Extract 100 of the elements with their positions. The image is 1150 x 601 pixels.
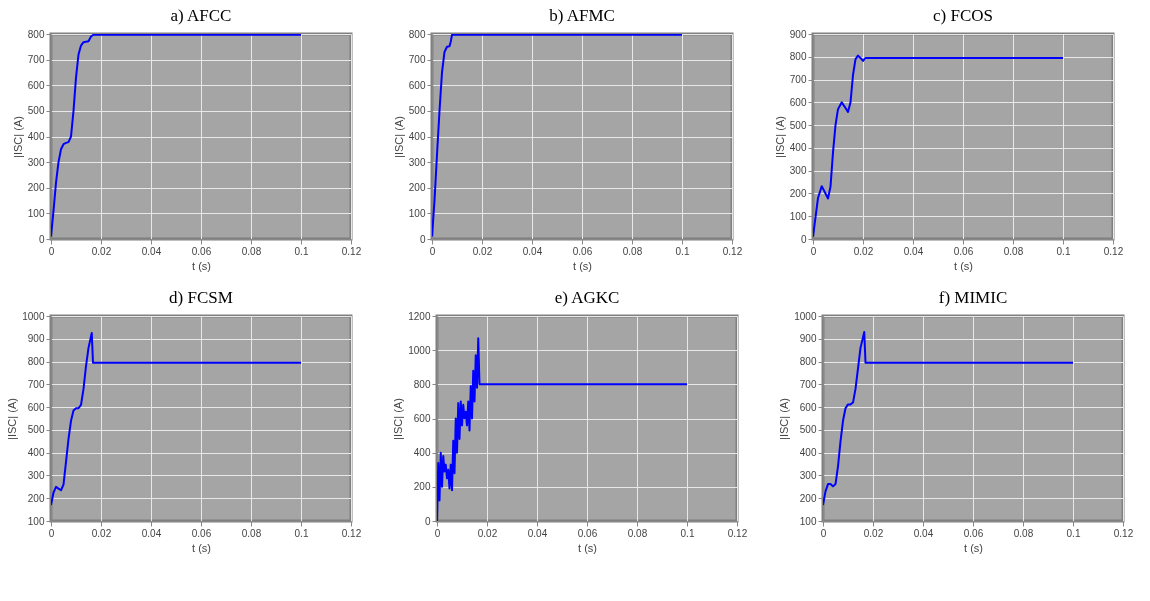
y-tick-label: 300 [799, 469, 817, 481]
x-tick-label: 0.1 [680, 527, 695, 539]
x-tick-label: 0 [820, 527, 827, 539]
y-tick-label: 400 [408, 131, 426, 142]
x-tick-label: 0.04 [522, 245, 543, 257]
y-tick-label: 200 [27, 182, 45, 194]
x-tick-label: 0.12 [727, 527, 748, 539]
y-tick-label: 200 [413, 481, 431, 493]
y-tick-label: 500 [799, 424, 817, 436]
x-tick-label: 0.06 [963, 527, 984, 539]
y-tick-label: 1000 [794, 310, 817, 322]
x-tick-label: 0.02 [863, 527, 884, 539]
x-tick-label: 0 [48, 245, 55, 257]
x-tick-label: 0.1 [1066, 527, 1081, 539]
y-tick-label: 600 [27, 401, 45, 413]
y-tick-label: 100 [799, 515, 817, 527]
x-tick-label: 0.06 [191, 245, 212, 257]
y-tick-label: 200 [27, 492, 45, 504]
y-axis-title: |ISC| (A) [392, 116, 405, 158]
y-tick-label: 200 [408, 182, 426, 194]
x-tick-label: 0.02 [477, 527, 498, 539]
y-axis-title: |ISC| (A) [778, 398, 791, 440]
y-tick-label: 900 [27, 333, 45, 345]
x-tick-label: 0.08 [627, 527, 648, 539]
x-tick-label: 0.02 [472, 245, 493, 257]
y-tick-label: 1000 [408, 344, 431, 356]
chart-title: b) AFMC [549, 6, 615, 25]
x-tick-label: 0.06 [953, 245, 974, 257]
y-tick-label: 100 [27, 207, 45, 219]
x-tick-label: 0.12 [1113, 527, 1134, 539]
x-tick-label: 0.12 [1103, 245, 1124, 257]
y-tick-label: 0 [419, 233, 426, 245]
x-tick-label: 0.04 [141, 527, 162, 539]
x-axis-title: t (s) [964, 541, 983, 554]
y-axis-title: |ISC| (A) [392, 398, 405, 440]
y-tick-label: 700 [799, 378, 817, 390]
x-tick-label: 0.08 [622, 245, 643, 257]
y-tick-label: 600 [413, 413, 431, 424]
y-axis-title: |ISC| (A) [6, 398, 19, 440]
y-tick-label: 400 [413, 447, 431, 459]
y-tick-label: 800 [27, 356, 45, 368]
chart-title: e) AGKC [554, 288, 620, 307]
chart-title: c) FCOS [933, 6, 993, 25]
x-axis-title: t (s) [192, 259, 211, 272]
y-tick-label: 100 [27, 515, 45, 527]
x-tick-label: 0.08 [241, 527, 262, 539]
y-tick-label: 800 [413, 378, 431, 390]
y-tick-label: 400 [799, 447, 817, 459]
y-tick-label: 0 [38, 233, 45, 245]
x-tick-label: 0.1 [1056, 245, 1071, 257]
y-tick-label: 500 [27, 105, 45, 117]
y-tick-label: 800 [408, 28, 426, 40]
y-tick-label: 300 [27, 156, 45, 168]
y-tick-label: 200 [799, 492, 817, 504]
x-tick-label: 0.08 [1003, 245, 1024, 257]
y-tick-label: 600 [27, 79, 45, 91]
y-tick-label: 400 [789, 142, 807, 154]
y-tick-label: 500 [27, 424, 45, 436]
y-tick-label: 1000 [22, 310, 45, 322]
x-tick-label: 0.1 [675, 245, 690, 257]
y-tick-label: 700 [408, 54, 426, 66]
y-tick-label: 900 [789, 28, 807, 40]
chart-title: f) MIMIC [938, 288, 1008, 307]
y-tick-label: 200 [789, 187, 807, 199]
y-tick-label: 500 [789, 119, 807, 131]
y-tick-label: 100 [408, 207, 426, 219]
y-tick-label: 0 [800, 233, 807, 245]
x-tick-label: 0.06 [577, 527, 598, 539]
x-tick-label: 0.1 [294, 527, 309, 539]
y-tick-label: 300 [27, 469, 45, 481]
x-tick-label: 0.12 [341, 245, 362, 257]
x-tick-label: 0.02 [91, 527, 112, 539]
x-tick-label: 0.04 [141, 245, 162, 257]
y-tick-label: 700 [789, 74, 807, 86]
y-tick-label: 700 [27, 54, 45, 66]
x-axis-title: t (s) [578, 541, 597, 554]
y-tick-label: 400 [27, 447, 45, 459]
x-axis-title: t (s) [954, 259, 973, 272]
y-tick-label: 300 [408, 156, 426, 168]
x-tick-label: 0.1 [294, 245, 309, 257]
x-tick-label: 0 [48, 527, 55, 539]
y-tick-label: 800 [799, 356, 817, 368]
y-axis-title: |ISC| (A) [773, 116, 786, 158]
x-tick-label: 0.04 [913, 527, 934, 539]
x-tick-label: 0.04 [527, 527, 548, 539]
y-tick-label: 800 [789, 51, 807, 63]
x-tick-label: 0.02 [91, 245, 112, 257]
x-tick-label: 0.12 [722, 245, 743, 257]
y-tick-label: 600 [408, 79, 426, 91]
y-tick-label: 500 [408, 105, 426, 117]
x-tick-label: 0 [434, 527, 441, 539]
x-tick-label: 0.08 [241, 245, 262, 257]
y-tick-label: 0 [424, 515, 431, 527]
y-tick-label: 600 [789, 96, 807, 108]
x-tick-label: 0.12 [341, 527, 362, 539]
x-tick-label: 0.02 [853, 245, 874, 257]
y-tick-label: 1200 [408, 310, 431, 322]
chart-title: d) FCSM [169, 288, 233, 307]
y-tick-label: 400 [27, 131, 45, 142]
x-tick-label: 0.06 [191, 527, 212, 539]
